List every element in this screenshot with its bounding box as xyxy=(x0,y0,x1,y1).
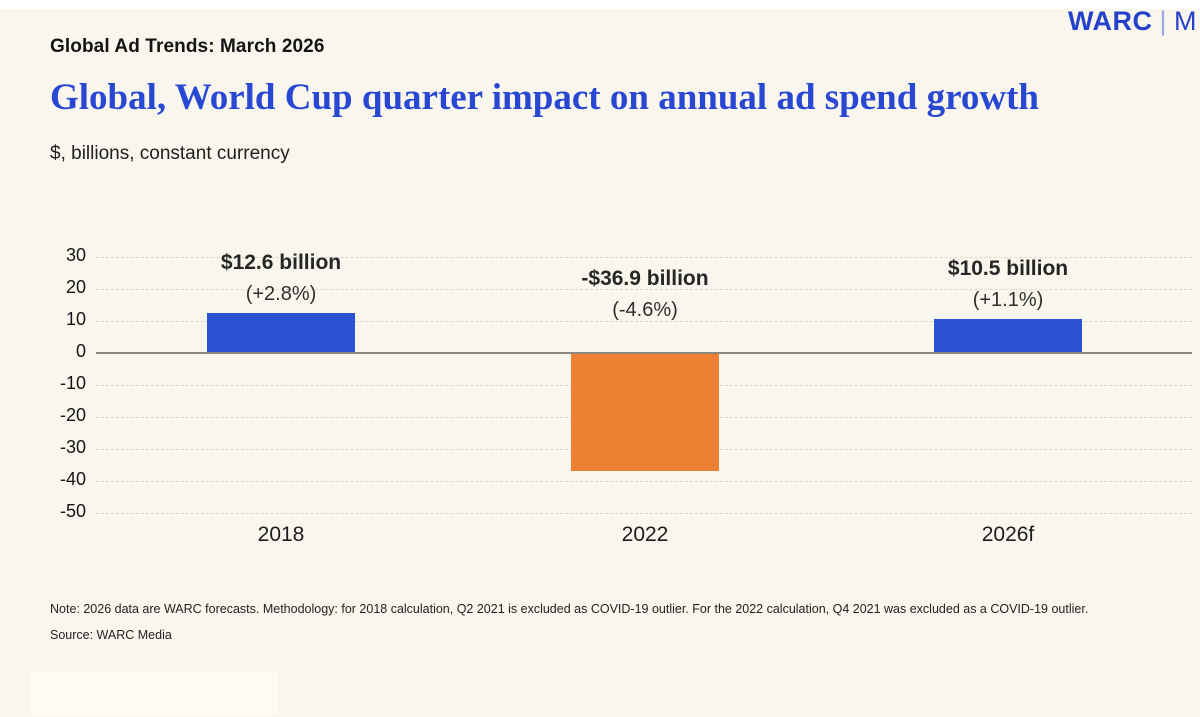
chart-unit-subtitle: $, billions, constant currency xyxy=(50,143,290,164)
bar-2026f xyxy=(934,319,1082,353)
logo-brand: WARC xyxy=(1068,6,1153,36)
y-axis-tick-label: -10 xyxy=(59,373,86,393)
top-strip xyxy=(0,0,1200,9)
bar-value-label: $12.6 billion xyxy=(220,251,342,274)
y-axis-tick-label: -40 xyxy=(59,469,86,489)
bar-2022 xyxy=(571,353,719,472)
y-axis-tick-label: -30 xyxy=(59,437,86,457)
page-title: Global, World Cup quarter impact on annu… xyxy=(50,77,1039,118)
gridline xyxy=(96,481,1192,482)
report-kicker: Global Ad Trends: March 2026 xyxy=(50,36,325,57)
gridline xyxy=(96,321,1192,322)
methodology-note: Note: 2026 data are WARC forecasts. Meth… xyxy=(50,602,1089,616)
bar-value-label: $10.5 billion xyxy=(947,257,1069,280)
y-axis-tick-label: 30 xyxy=(65,245,86,265)
gridline xyxy=(96,513,1192,514)
x-axis-category-label: 2022 xyxy=(621,523,669,546)
logo-suffix: M xyxy=(1174,6,1198,36)
bottom-highlight-area xyxy=(30,672,278,715)
x-axis-category-label: 2018 xyxy=(257,523,305,546)
gridline xyxy=(96,257,1192,258)
bar-percent-label: (+2.8%) xyxy=(245,283,317,305)
y-axis-tick-label: 10 xyxy=(65,309,86,329)
y-axis-tick-label: 0 xyxy=(75,341,86,361)
bar-label-2026f: $10.5 billion (+1.1%) xyxy=(848,252,1168,316)
bar-label-2022: -$36.9 billion (-4.6%) xyxy=(485,262,805,326)
x-axis-category-label: 2026f xyxy=(981,523,1035,546)
bar-percent-label: (+1.1%) xyxy=(972,289,1044,311)
y-axis-tick-label: 20 xyxy=(65,277,86,297)
bar-label-2018: $12.6 billion (+2.8%) xyxy=(121,246,441,310)
y-axis-tick-label: -50 xyxy=(59,501,86,521)
gridline xyxy=(96,289,1192,290)
bar-value-label: -$36.9 billion xyxy=(581,267,709,290)
logo-separator: | xyxy=(1159,6,1168,36)
bar-percent-label: (-4.6%) xyxy=(612,299,678,321)
warc-media-logo: WARC | M xyxy=(1068,6,1197,37)
zero-axis-line xyxy=(96,352,1192,354)
bar-2018 xyxy=(207,312,355,353)
y-axis-tick-label: -20 xyxy=(59,405,86,425)
source-line: Source: WARC Media xyxy=(50,628,172,642)
